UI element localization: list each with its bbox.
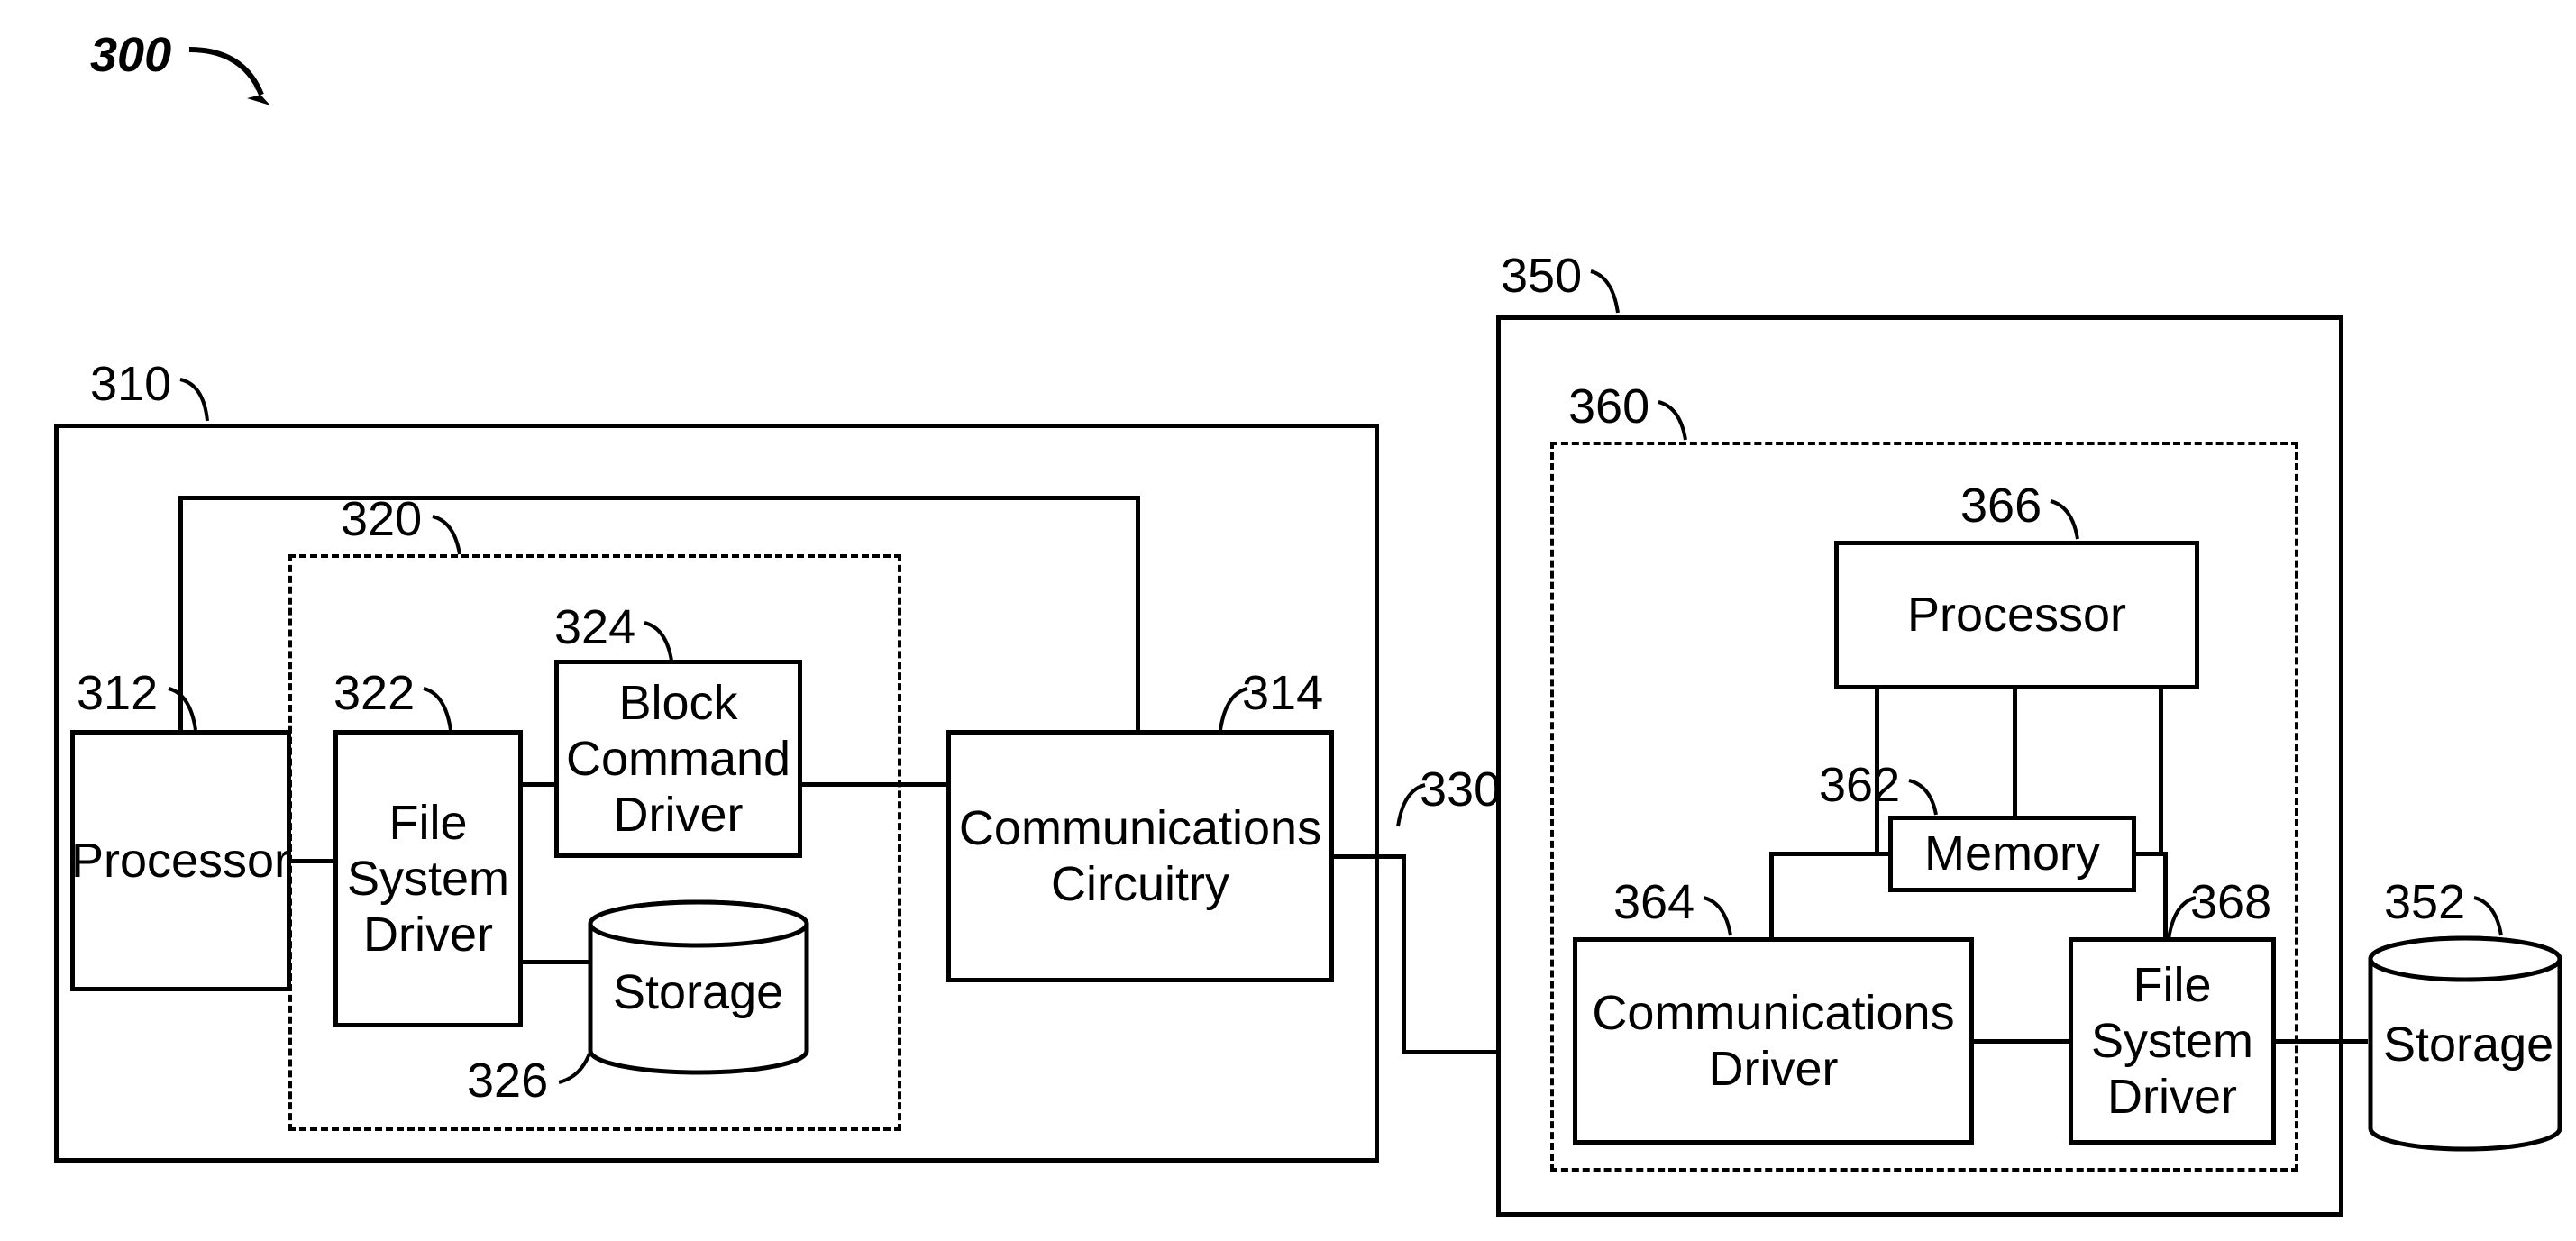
- line-bus-top: [178, 496, 1140, 500]
- communications-circuitry-314: Communications Circuitry: [946, 730, 1334, 982]
- file-system-driver-322: File System Driver: [333, 730, 523, 1027]
- ref-322: 322: [333, 665, 415, 721]
- ref-350: 350: [1501, 248, 1582, 304]
- ref-364: 364: [1613, 874, 1694, 930]
- ref-326: 326: [467, 1053, 548, 1109]
- line-proc-fsd: [291, 859, 333, 863]
- leader-350-icon: [1587, 268, 1621, 316]
- cc-314-label: Communications Circuitry: [959, 800, 1321, 912]
- cd-364-label: Communications Driver: [1592, 985, 1954, 1097]
- line-368-352: [2276, 1039, 2368, 1044]
- line-fsd-bcd: [523, 782, 554, 787]
- leader-366-icon: [2047, 497, 2081, 543]
- line-cc-up: [1136, 496, 1140, 730]
- line-364-368: [1974, 1039, 2069, 1044]
- fsd-322-label: File System Driver: [347, 795, 509, 963]
- leader-314-icon: [1217, 685, 1251, 734]
- memory-362-label: Memory: [1924, 826, 2100, 881]
- line-330-v1: [1402, 854, 1406, 1054]
- ref-310: 310: [90, 356, 171, 412]
- ref-362: 362: [1819, 757, 1900, 813]
- leader-330-icon: [1394, 781, 1429, 830]
- block-command-driver-324: Block Command Driver: [554, 660, 802, 858]
- line-fsd-storage: [523, 960, 591, 964]
- ref-324: 324: [554, 599, 635, 655]
- line-proc366-right-down: [2159, 689, 2163, 852]
- leader-320-icon: [429, 513, 465, 558]
- ref-366: 366: [1960, 478, 2042, 534]
- line-bus-364: [1769, 852, 1774, 937]
- communications-driver-364: Communications Driver: [1573, 937, 1974, 1145]
- processor-312-label: Processor: [71, 833, 290, 889]
- leader-322-icon: [420, 685, 454, 734]
- fsd-368-label: File System Driver: [2091, 957, 2253, 1125]
- processor-366: Processor: [1834, 541, 2199, 689]
- line-bcd-cc: [802, 782, 946, 787]
- processor-366-label: Processor: [1907, 587, 2126, 643]
- line-proc-up: [178, 496, 183, 730]
- processor-312: Processor: [70, 730, 291, 991]
- line-330-h1: [1334, 854, 1406, 859]
- line-membus-left: [1769, 852, 1888, 856]
- line-proc366-left-down: [1875, 689, 1879, 852]
- ref-300: 300: [90, 27, 171, 83]
- file-system-driver-368: File System Driver: [2069, 937, 2276, 1145]
- storage-352-label: Storage: [2383, 1017, 2553, 1072]
- ref-330: 330: [1420, 762, 1501, 817]
- line-bus-368: [2163, 852, 2168, 937]
- ref-312: 312: [77, 665, 158, 721]
- leader-364-icon: [1700, 894, 1734, 939]
- ref-352: 352: [2384, 874, 2465, 930]
- leader-352-icon: [2471, 894, 2505, 939]
- bcd-324-label: Block Command Driver: [566, 675, 790, 843]
- arrow-300-icon: [180, 41, 288, 122]
- storage-326-label: Storage: [613, 964, 783, 1020]
- memory-362: Memory: [1888, 816, 2136, 892]
- leader-360-icon: [1655, 398, 1689, 443]
- leader-310-icon: [177, 376, 213, 425]
- leader-362-icon: [1905, 777, 1940, 818]
- ref-360: 360: [1568, 379, 1649, 434]
- ref-368: 368: [2190, 874, 2271, 930]
- line-proc366-mem: [2013, 689, 2017, 816]
- leader-324-icon: [641, 619, 675, 664]
- ref-314: 314: [1242, 665, 1323, 721]
- leader-368-icon: [2165, 894, 2199, 939]
